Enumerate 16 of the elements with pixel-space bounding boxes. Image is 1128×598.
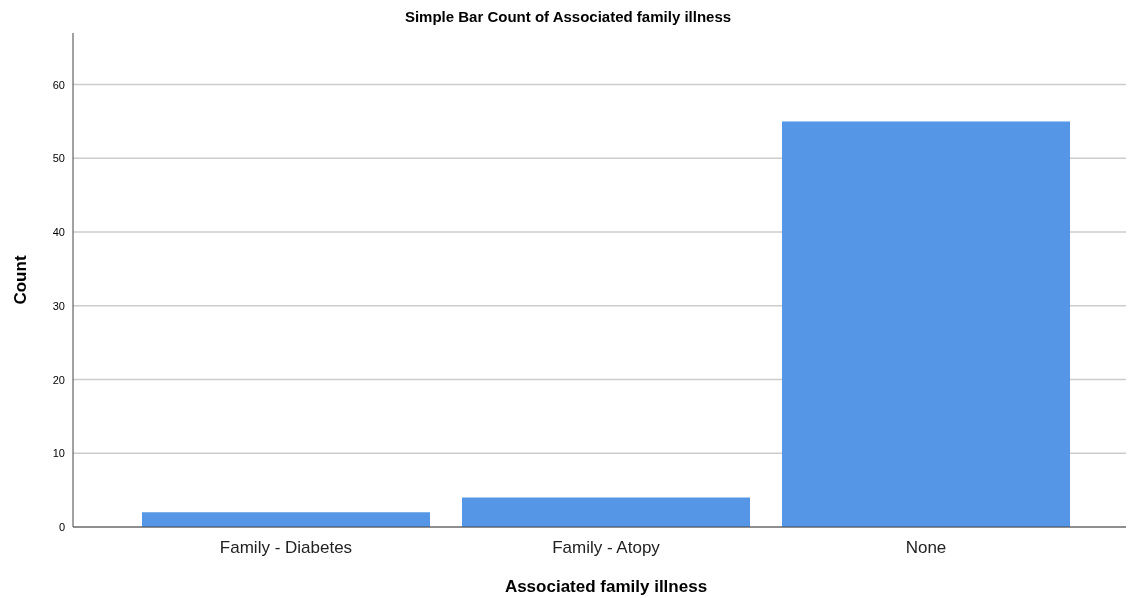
y-tick-label: 30 [52,299,65,312]
y-tick-label: 60 [52,78,65,91]
bar [462,497,750,527]
x-tick-label: Family - Diabetes [219,538,353,557]
y-tick-label: 40 [52,226,65,239]
y-tick-label: 50 [52,152,65,165]
x-tick-label: None [905,538,947,557]
bar [142,512,430,527]
x-axis-title: Associated family illness [504,577,708,596]
y-tick-label: 10 [52,447,65,460]
y-axis-title: Count [11,255,30,305]
bar [782,121,1070,527]
x-tick-label: Family - Atopy [552,538,661,557]
y-tick-label: 20 [52,373,65,386]
chart-title: Simple Bar Count of Associated family illness [404,8,732,25]
y-tick-label: 0 [58,521,65,533]
